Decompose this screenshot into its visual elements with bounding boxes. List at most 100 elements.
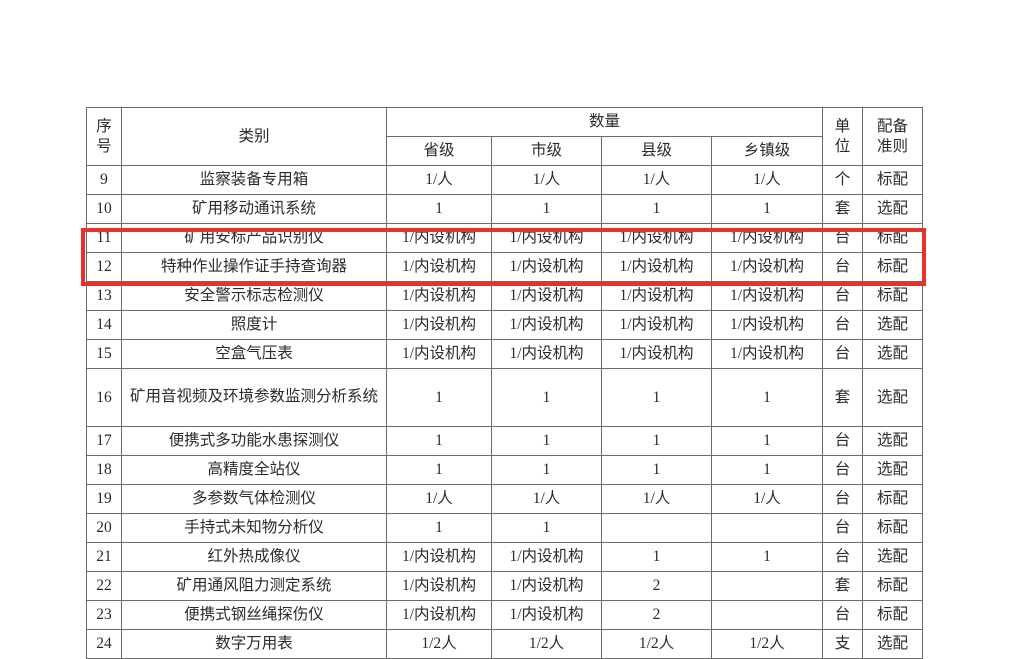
cell-unit: 台 [822,281,864,311]
table-header: 序 号 类别 数量 单 位 配备 准则 省级 市级 [86,107,924,166]
table-body: 9 监察装备专用箱 1/人 1/人 1/人 1/人个标配 10 矿用移动通讯系统 1 1 1 1 套选配… [86,165,924,659]
cell-city: 1/内设机构 [491,223,602,253]
cell-sequence: 9 [86,165,122,195]
cell-unit: 台 [822,484,864,514]
cell-category: 便携式钢丝绳探伤仪 [121,600,387,630]
cell-city: 1/2人 [491,629,602,659]
cell-city: 1/人 [491,484,602,514]
cell-province: 1 [386,513,492,543]
cell-unit: 个 [822,165,864,195]
cell-sequence: 20 [86,513,122,543]
cell-province: 1/人 [386,484,492,514]
cell-city: 1/人 [491,165,602,195]
cell-category: 高精度全站仪 [121,455,387,485]
cell-sequence: 14 [86,310,122,340]
cell-county: 1/内设机构 [601,310,712,340]
cell-county: 1 [601,426,712,456]
cell-town: 1 [710,368,824,427]
table-row: 10 矿用移动通讯系统 1 1 1 1 套选配 [86,194,924,224]
cell-province: 1 [386,194,492,224]
table-row: 11 矿用安标产品识别仪 1/内设机构 1/内设机构 1/内设机构 1/内设机构台标配 [86,223,924,253]
unit-header-line1: 单 [834,118,851,136]
column-header-city: 市级 [491,136,602,166]
table-header-row-sub: 省级 市级 县级 乡镇级 [87,136,923,166]
cell-sequence: 11 [86,223,122,253]
sequence-header-line2: 号 [96,137,112,155]
cell-category: 照度计 [121,310,387,340]
column-header-category: 类别 [121,107,387,166]
cell-province: 1 [386,426,492,456]
cell-town: 1 [710,455,824,485]
cell-category: 矿用音视频及环境参数监测分析系统 [121,368,387,427]
cell-standard: 选配 [862,310,924,340]
cell-town: 1/人 [710,165,824,195]
cell-standard: 选配 [862,455,924,485]
cell-standard: 标配 [862,165,924,195]
cell-province: 1 [386,368,492,427]
equipment-table-container: 序 号 类别 数量 单 位 配备 准则 省级 市级 [86,107,924,659]
cell-province: 1/内设机构 [386,600,492,630]
cell-county: 1/内设机构 [601,281,712,311]
cell-town: 1 [710,194,824,224]
table-row: 21 红外热成像仪 1/内设机构 1/内设机构 1 1 台选配 [86,542,924,572]
sequence-header-line1: 序 [96,118,112,136]
column-header-province: 省级 [386,136,492,166]
cell-sequence: 15 [86,339,122,369]
cell-province: 1/内设机构 [386,339,492,369]
table-row: 19 多参数气体检测仪 1/人 1/人 1/人 1/人台标配 [86,484,924,514]
cell-province: 1/内设机构 [386,223,492,253]
table-row: 17 便携式多功能水患探测仪 1 1 1 1 台选配 [86,426,924,456]
cell-category: 矿用移动通讯系统 [121,194,387,224]
table-row: 24 数字万用表 1/2人 1/2人 1/2人 1/2人支选配 [86,629,924,659]
cell-province: 1/内设机构 [386,571,492,601]
table-row: 16 矿用音视频及环境参数监测分析系统 1 1 1 1 套选配 [86,368,924,427]
cell-unit: 台 [822,513,864,543]
cell-unit: 台 [822,252,864,282]
table-header-row-top: 序 号 类别 数量 单 位 配备 准则 [86,107,924,166]
cell-province: 1/内设机构 [386,542,492,572]
table-row: 23 便携式钢丝绳探伤仪 1/内设机构 1/内设机构 2 台标配 [86,600,924,630]
cell-city: 1/内设机构 [491,571,602,601]
cell-sequence: 24 [86,629,122,659]
cell-category: 空盒气压表 [121,339,387,369]
cell-standard: 标配 [862,571,924,601]
cell-standard: 标配 [862,252,924,282]
cell-category: 监察装备专用箱 [121,165,387,195]
column-header-town: 乡镇级 [710,136,824,166]
cell-county: 2 [601,600,712,630]
cell-unit: 支 [822,629,864,659]
cell-unit: 套 [822,194,864,224]
cell-standard: 标配 [862,223,924,253]
table-row: 20 手持式未知物分析仪 1 1 台标配 [86,513,924,543]
table-row: 22 矿用通风阻力测定系统 1/内设机构 1/内设机构 2 套标配 [86,571,924,601]
cell-sequence: 10 [86,194,122,224]
cell-town: 1/内设机构 [710,223,824,253]
cell-city: 1 [491,513,602,543]
cell-standard: 标配 [862,281,924,311]
table-row: 13 安全警示标志检测仪 1/内设机构 1/内设机构 1/内设机构 1/内设机构台标配 [86,281,924,311]
cell-unit: 台 [822,600,864,630]
equipment-specification-table: 序 号 类别 数量 单 位 配备 准则 省级 市级 [86,107,924,659]
cell-city: 1 [491,368,602,427]
cell-standard: 选配 [862,194,924,224]
cell-town: 1/内设机构 [710,281,824,311]
unit-header-line2: 位 [834,137,851,155]
standard-header-line2: 准则 [877,137,909,155]
cell-province: 1/内设机构 [386,252,492,282]
cell-category: 数字万用表 [121,629,387,659]
cell-county: 1 [601,194,712,224]
cell-sequence: 12 [86,252,122,282]
cell-unit: 台 [822,310,864,340]
cell-category: 安全警示标志检测仪 [121,281,387,311]
column-header-county: 县级 [601,136,712,166]
cell-standard: 选配 [862,426,924,456]
cell-standard: 选配 [862,339,924,369]
cell-county: 1/内设机构 [601,252,712,282]
cell-sequence: 16 [86,368,122,427]
cell-category: 手持式未知物分析仪 [121,513,387,543]
document-page: 序 号 类别 数量 单 位 配备 准则 省级 市级 [81,107,926,659]
cell-city: 1 [491,426,602,456]
cell-county: 1 [601,455,712,485]
cell-unit: 套 [822,368,864,427]
cell-town: 1/内设机构 [710,252,824,282]
